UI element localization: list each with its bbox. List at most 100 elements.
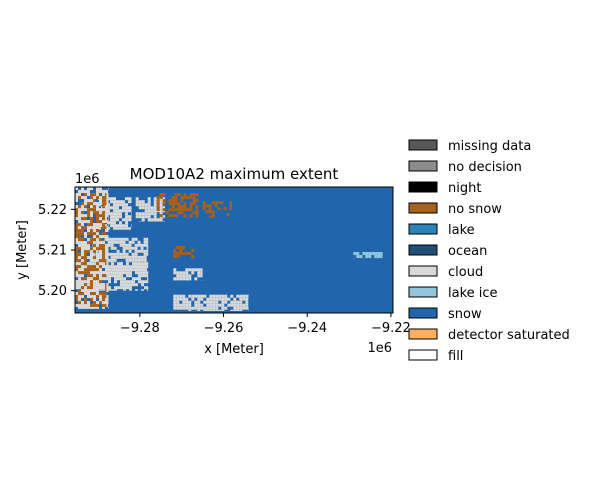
raster-cell [96, 295, 99, 299]
raster-cell [195, 208, 199, 212]
raster-cell [185, 306, 189, 310]
raster-cell [128, 240, 132, 244]
x-offset-label: 1e6 [367, 341, 392, 356]
raster-cell [87, 295, 90, 298]
raster-cell [105, 235, 108, 238]
raster-cell [132, 265, 135, 269]
raster-cell [116, 224, 119, 228]
raster-cell [108, 265, 111, 269]
raster-cell [107, 209, 110, 213]
raster-cell [93, 229, 96, 232]
raster-cell [102, 211, 105, 215]
raster-cell [96, 256, 99, 259]
raster-cell [81, 304, 84, 307]
raster-cell [108, 283, 109, 286]
y-tick-label: 5.21 [38, 244, 67, 259]
raster-cell [107, 258, 111, 262]
raster-cell [81, 289, 84, 291]
raster-cell [104, 212, 107, 216]
raster-cell [93, 208, 96, 212]
raster-cell [138, 274, 141, 278]
raster-cell [191, 254, 195, 258]
raster-cell [173, 254, 177, 258]
raster-cell [111, 265, 114, 269]
legend-label-lake: lake [448, 223, 475, 238]
raster-cell [120, 274, 123, 278]
raster-cell [108, 289, 111, 291]
raster-cell [107, 197, 110, 201]
raster-cell [129, 283, 132, 287]
raster-cell [84, 199, 87, 202]
raster-cell [105, 295, 107, 299]
raster-cell [200, 294, 204, 298]
raster-cell [239, 300, 243, 304]
raster-cell [111, 271, 114, 275]
raster-cell [162, 197, 165, 201]
raster-cell [185, 274, 189, 278]
raster-cell [186, 196, 190, 200]
raster-cell [108, 271, 111, 275]
raster-cell [81, 214, 84, 217]
raster-cell [99, 292, 102, 296]
raster-cell [78, 247, 81, 251]
raster-cell [188, 303, 192, 307]
raster-cell [192, 199, 196, 203]
raster-cell [90, 229, 93, 233]
raster-cell [87, 226, 90, 229]
raster-cell [125, 255, 129, 259]
legend-label-fill: fill [448, 349, 463, 364]
raster-cell [81, 205, 84, 208]
raster-cell [90, 217, 93, 221]
x-tick-label: −9.26 [204, 321, 244, 336]
raster-cell [144, 262, 147, 266]
raster-cell [78, 295, 81, 298]
raster-cell [81, 247, 84, 250]
raster-cell [102, 232, 105, 236]
raster-cell [236, 306, 240, 310]
raster-cell [93, 265, 96, 269]
raster-cell [239, 303, 243, 307]
raster-cell [90, 223, 93, 227]
raster-cell [218, 303, 222, 307]
raster-cell [81, 286, 84, 290]
raster-cell [212, 300, 216, 304]
raster-cell [98, 212, 101, 216]
raster-cell [75, 274, 78, 278]
raster-cell [179, 245, 183, 249]
raster-cell [140, 255, 144, 259]
raster-cell [131, 209, 132, 213]
raster-cell [81, 268, 84, 272]
legend-label-lake-ice: lake ice [448, 286, 498, 301]
raster-cell [123, 283, 126, 287]
raster-cell [197, 297, 201, 301]
raster-cell [96, 289, 99, 292]
raster-cell [113, 227, 116, 230]
raster-cell [122, 227, 125, 230]
raster-cell [87, 214, 90, 218]
raster-cell [81, 265, 84, 269]
y-offset-label: 1e6 [75, 172, 100, 187]
raster-cell [108, 250, 109, 253]
raster-cell [105, 202, 107, 206]
raster-cell [96, 292, 99, 295]
raster-cell [78, 259, 81, 263]
raster-cell [200, 306, 204, 310]
raster-cell [194, 300, 198, 304]
raster-cell [87, 238, 90, 241]
raster-cell [126, 262, 129, 266]
raster-cell [84, 244, 87, 247]
raster-cell [84, 268, 87, 272]
raster-cell [102, 274, 105, 278]
raster-cell [105, 262, 108, 266]
raster-cell [75, 211, 78, 215]
raster-cell [84, 247, 87, 250]
raster-cell [75, 205, 78, 208]
raster-cell [176, 251, 180, 255]
raster-cell [202, 201, 206, 205]
raster-cell [173, 251, 177, 255]
raster-cell [87, 202, 90, 206]
raster-cell [162, 208, 166, 212]
raster-cell [110, 206, 113, 210]
raster-cell [84, 193, 87, 197]
raster-cell [75, 241, 78, 244]
